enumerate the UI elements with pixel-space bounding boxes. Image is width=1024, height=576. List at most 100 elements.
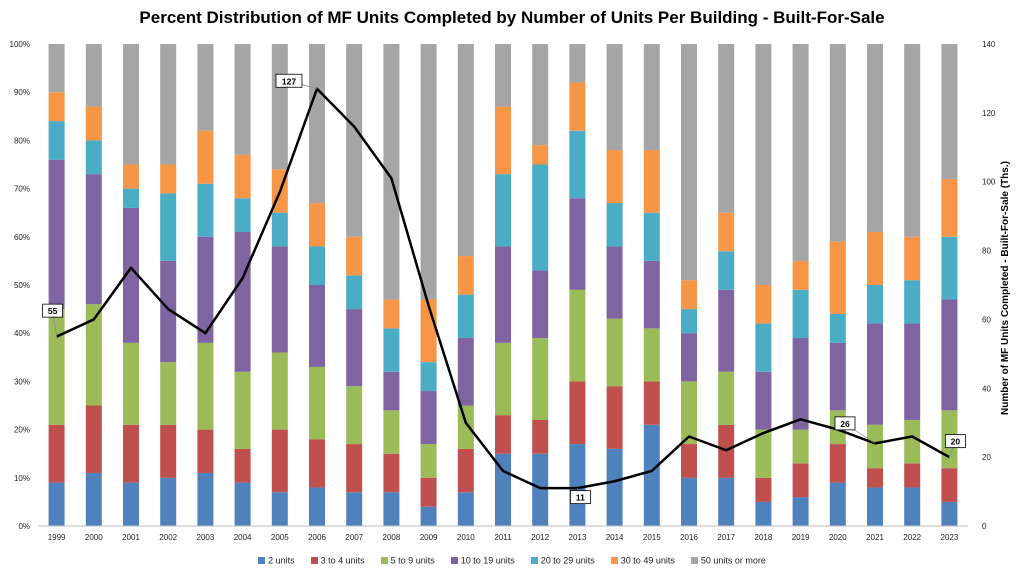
x-tick-label: 2005 — [271, 533, 289, 542]
bar-segment — [829, 313, 846, 343]
bar-segment — [309, 285, 325, 367]
bar-segment — [160, 362, 177, 425]
bar-segment — [234, 371, 251, 449]
bar-segment — [346, 492, 363, 526]
bar-segment — [904, 419, 921, 464]
bar-segment — [941, 236, 958, 300]
bar-segment — [197, 472, 214, 526]
bar-segment — [420, 477, 437, 507]
bar-segment — [48, 92, 65, 122]
bar-segment — [495, 415, 511, 454]
bar-segment — [309, 203, 325, 247]
bar-segment — [420, 391, 437, 445]
bar-segment — [643, 424, 660, 526]
bar-segment — [48, 309, 65, 425]
bar-segment — [867, 323, 883, 425]
bars-group — [48, 44, 958, 526]
bar-segment — [792, 260, 809, 290]
bar-segment — [346, 444, 363, 493]
bar-segment — [197, 44, 214, 131]
bar-segment — [681, 280, 697, 310]
left-tick-label: 50% — [14, 281, 30, 290]
bar-segment — [197, 183, 214, 237]
legend-swatch — [450, 557, 458, 565]
data-label: 127 — [282, 76, 296, 86]
bar-segment — [755, 429, 772, 478]
bar-segment — [681, 44, 697, 281]
bar-segment — [48, 482, 65, 526]
x-tick-label: 2022 — [903, 533, 921, 542]
right-tick-label: 120 — [982, 109, 996, 118]
bar-segment — [681, 309, 697, 334]
x-tick-label: 2020 — [829, 533, 847, 542]
x-tick-label: 2017 — [717, 533, 735, 542]
bar-segment — [346, 309, 363, 387]
right-axis: 0 20 40 60 80 100 120 140 — [982, 40, 996, 531]
legend: 2 units 3 to 4 units 5 to 9 units 10 to 19 … — [0, 555, 1024, 566]
bar-segment — [457, 448, 474, 493]
bar-segment — [904, 487, 921, 526]
bar-segment — [829, 241, 846, 314]
data-label-box — [275, 73, 303, 88]
x-tick-label: 2023 — [941, 533, 959, 542]
bar-segment — [606, 203, 623, 247]
bar-segment — [792, 429, 809, 464]
bar-segment — [495, 246, 511, 343]
bar-segment — [718, 477, 735, 526]
x-tick-label: 2000 — [85, 533, 103, 542]
bar-segment — [383, 492, 400, 526]
x-tick-label: 2018 — [755, 533, 773, 542]
legend-item: 30 to 49 units — [610, 555, 675, 566]
bar-segment — [123, 482, 139, 526]
bar-segment — [792, 289, 809, 339]
bar-segment — [532, 44, 549, 146]
legend-item: 2 units — [258, 555, 295, 566]
legend-swatch — [690, 557, 698, 565]
x-tick-label: 2009 — [420, 533, 438, 542]
x-tick-label: 2016 — [680, 533, 698, 542]
bar-segment — [309, 366, 325, 440]
bar-segment — [643, 381, 660, 425]
bar-segment — [643, 150, 660, 213]
left-tick-label: 10% — [14, 474, 30, 483]
bar-segment — [904, 280, 921, 324]
right-tick-label: 100 — [982, 178, 996, 187]
legend-item: 10 to 19 units — [450, 555, 515, 566]
bar-segment — [197, 429, 214, 473]
bar-segment — [532, 270, 549, 339]
bar-segment — [532, 164, 549, 271]
bar-segment — [681, 444, 697, 478]
bar-segment — [718, 44, 735, 213]
bar-segment — [160, 193, 177, 261]
x-tick-label: 2006 — [308, 533, 326, 542]
x-tick-label: 2007 — [345, 533, 363, 542]
legend-label: 30 to 49 units — [620, 555, 675, 566]
bar-segment — [867, 285, 883, 324]
bar-segment — [420, 44, 437, 300]
legend-swatch — [258, 557, 266, 565]
bar-segment — [495, 174, 511, 247]
bar-segment — [941, 299, 958, 411]
bar-segment — [271, 246, 288, 353]
bar-segment — [123, 424, 139, 483]
bar-segment — [383, 299, 400, 329]
left-tick-label: 100% — [10, 40, 30, 49]
x-tick-label: 2008 — [383, 533, 401, 542]
bar-segment — [271, 429, 288, 493]
bar-segment — [569, 381, 586, 445]
bar-segment — [234, 198, 251, 232]
left-tick-label: 0% — [18, 522, 30, 531]
bar-segment — [457, 256, 474, 295]
bar-segment — [829, 444, 846, 483]
bar-segment — [867, 231, 883, 285]
bar-segment — [755, 477, 772, 502]
bar-segment — [643, 44, 660, 151]
bar-segment — [234, 482, 251, 526]
bar-segment — [904, 463, 921, 488]
x-tick-label: 2004 — [234, 533, 252, 542]
bar-segment — [85, 106, 102, 141]
x-tick-label: 2010 — [457, 533, 475, 542]
legend-swatch — [530, 557, 538, 565]
legend-swatch — [310, 557, 318, 565]
